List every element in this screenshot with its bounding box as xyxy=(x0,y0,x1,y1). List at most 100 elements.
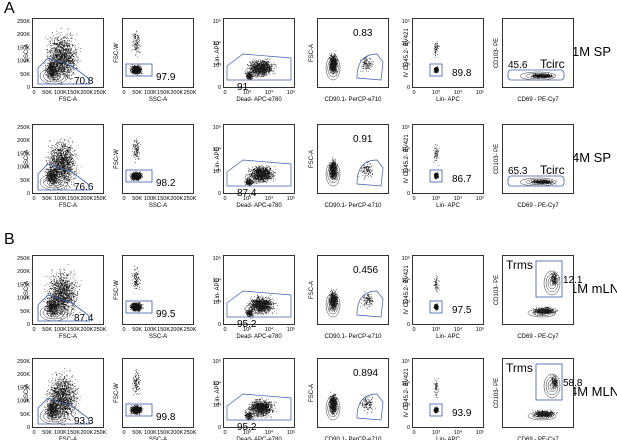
y-axis-label: CD103- PE xyxy=(494,144,500,174)
x-tick-label: 0 xyxy=(122,327,125,333)
flow-plot-single: 98.2 SSC-A FSC-W 0 50K 100K 150K 200K 250K xyxy=(114,124,197,209)
x-tick-label: 250K xyxy=(94,90,107,96)
x-axis-label: SSC-A xyxy=(149,334,167,340)
y-axis-label: CD103- PE xyxy=(494,38,500,68)
plot-frame xyxy=(317,18,389,88)
x-tick-label: 250K xyxy=(184,327,197,333)
flow-plot-iv: 97.5 Lin- APC IV CD45.2- BV421 0 10³ 10⁴ 10⁵ 10… xyxy=(402,255,485,340)
x-tick-label: 0 xyxy=(223,327,226,333)
y-tick-label: 10⁵ xyxy=(402,255,410,262)
gate-rectangle xyxy=(125,63,153,77)
y-tick-label: 0 xyxy=(27,191,30,197)
x-tick-label: 0 xyxy=(32,327,35,333)
y-tick-label: 200K xyxy=(17,372,30,378)
gate-percentage: 98.2 xyxy=(156,178,176,189)
event-dots xyxy=(129,369,144,416)
x-tick-label: 10⁴ xyxy=(454,89,463,96)
y-tick-label: 250K xyxy=(17,359,30,365)
event-dots xyxy=(325,157,373,187)
y-tick-label: 10⁴ xyxy=(213,146,222,153)
y-tick-label: 100K xyxy=(17,59,30,65)
y-axis-label: FSC-W xyxy=(114,149,120,169)
flow-plot-cd90: 0.894 CD90.1- PerCP-e710 FSC-A xyxy=(309,358,389,440)
x-axis-label: FSC-A xyxy=(59,334,77,340)
y-axis-label: FSC-A xyxy=(309,44,315,62)
flow-plot-tcirc: 65.3 Tcirc CD69 - PE-Cy7 CD103- PE xyxy=(494,124,574,209)
x-axis-label: Dead- APC-e780 xyxy=(236,203,282,209)
row-label-1m-mln: 1M mLN xyxy=(570,281,617,296)
x-tick-label: 50K xyxy=(42,90,52,96)
y-tick-label: 0 xyxy=(407,425,410,431)
x-tick-label: 50K xyxy=(132,90,142,96)
event-dots xyxy=(129,138,143,182)
y-tick-label: 100K xyxy=(17,296,30,302)
event-dots xyxy=(129,266,144,313)
plot-frame xyxy=(412,255,484,325)
y-tick-label: 0 xyxy=(27,85,30,91)
y-tick-label: 10⁵ xyxy=(402,18,410,25)
gate-polygon xyxy=(37,163,91,191)
x-tick-label: 10⁴ xyxy=(454,429,463,436)
flow-plot-single: 99.5 SSC-A FSC-W 0 50K 100K 150K 200K 250K xyxy=(114,255,197,340)
y-tick-label: 0 xyxy=(218,191,221,197)
y-tick-label: 10⁵ xyxy=(213,18,221,25)
gate-polygon xyxy=(356,53,384,81)
y-axis-label: Lin- APC xyxy=(215,146,221,170)
gate-percentage: 95.2 xyxy=(237,422,257,433)
y-axis-label: CD103- PE xyxy=(494,378,500,408)
gate-percentage: 93.9 xyxy=(452,408,472,419)
x-tick-label: 250K xyxy=(94,327,107,333)
gate-polygon xyxy=(226,159,292,187)
x-axis-label: CD90.1- PerCP-e710 xyxy=(324,203,382,209)
flow-plot-fsc: 76.6 FSC-A SSC-A 0 50K 100K 150K 200K 250K 250K 20… xyxy=(17,124,107,209)
plot-frame xyxy=(223,18,295,88)
y-tick-label: 100K xyxy=(17,165,30,171)
y-axis-label: IV CD45.2- BV421 xyxy=(404,134,410,184)
event-dots xyxy=(39,264,82,322)
x-tick-label: 250K xyxy=(184,196,197,202)
x-tick-label: 250K xyxy=(94,196,107,202)
x-axis-label: Lin- APC xyxy=(436,203,460,209)
x-tick-label: 10⁵ xyxy=(476,195,484,202)
y-tick-label: 250K xyxy=(17,256,30,262)
x-tick-label: 10⁴ xyxy=(454,326,463,333)
y-tick-label: 200K xyxy=(17,269,30,275)
x-tick-label: 150K xyxy=(157,196,170,202)
x-tick-label: 100K xyxy=(144,196,157,202)
y-axis-label: Lin- APC xyxy=(215,380,221,404)
gate-rectangle xyxy=(507,69,565,81)
event-dots xyxy=(244,397,277,421)
flow-plot-cd90: 0.83 CD90.1- PerCP-e710 FSC-A xyxy=(309,18,389,103)
y-axis-label: FSC-W xyxy=(114,383,120,403)
x-tick-label: 0 xyxy=(412,90,415,96)
gate-percentage: 45.6 xyxy=(508,60,528,71)
x-tick-label: 0 xyxy=(122,90,125,96)
y-tick-label: 10³ xyxy=(213,403,221,409)
x-tick-label: 100K xyxy=(54,90,67,96)
event-dots xyxy=(129,30,144,76)
x-axis-label: CD69 - PE-Cy7 xyxy=(517,437,559,440)
y-axis-label: FSC-A xyxy=(309,384,315,402)
x-tick-label: 0 xyxy=(223,90,226,96)
x-tick-label: 10⁵ xyxy=(287,89,295,96)
x-axis-label: CD69 - PE-Cy7 xyxy=(517,97,559,103)
y-tick-label: 0 xyxy=(27,425,30,431)
x-tick-label: 100K xyxy=(144,90,157,96)
y-tick-label: 150K xyxy=(17,385,30,391)
gate-rectangle xyxy=(535,260,563,298)
x-tick-label: 10⁵ xyxy=(476,326,484,333)
x-tick-label: 100K xyxy=(144,430,157,436)
gate-percentage: 89.8 xyxy=(452,68,472,79)
y-tick-label: 0 xyxy=(218,425,221,431)
gate-percentage: 87.4 xyxy=(74,313,94,324)
x-axis-label: Dead- APC-e780 xyxy=(236,437,282,440)
x-tick-label: 50K xyxy=(42,196,52,202)
x-tick-label: 200K xyxy=(170,430,183,436)
x-axis-label: SSC-A xyxy=(149,97,167,103)
y-tick-label: 10³ xyxy=(213,169,221,175)
event-dots xyxy=(433,41,440,74)
gate-percentage: 99.5 xyxy=(156,309,176,320)
y-tick-label: 10⁴ xyxy=(213,380,222,387)
y-axis-label: FSC-A xyxy=(309,281,315,299)
x-tick-label: 10³ xyxy=(243,90,251,96)
